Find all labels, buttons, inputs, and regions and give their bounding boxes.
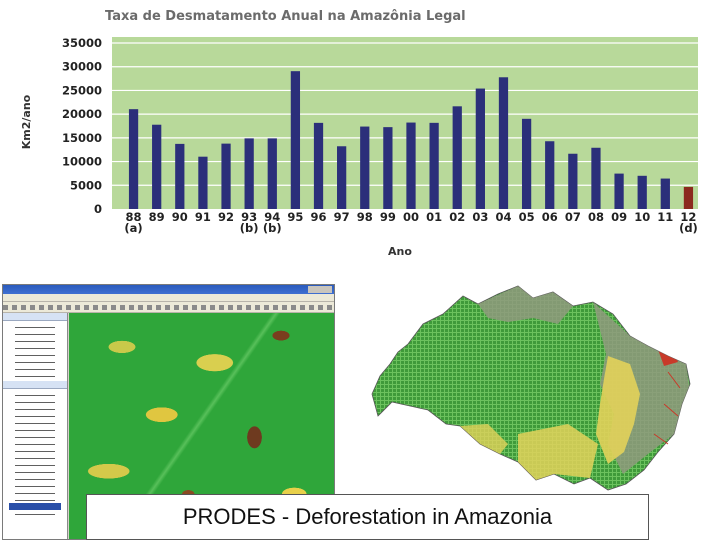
y-tick-label: 20000 <box>62 107 102 121</box>
x-tick-label: 96 <box>311 210 327 224</box>
y-tick-label: 35000 <box>62 36 102 50</box>
bar-99 <box>383 127 393 209</box>
bar-91 <box>198 156 208 209</box>
y-tick-label: 0 <box>94 202 102 216</box>
x-tick-label: 99 <box>380 210 396 224</box>
x-tick-label: 94 <box>264 210 280 224</box>
bar-03 <box>475 88 485 209</box>
x-tick-label: 98 <box>357 210 373 224</box>
x-tick-label: 07 <box>565 210 581 224</box>
bar-12 <box>683 186 694 209</box>
gis-selected-layer <box>9 503 61 510</box>
bar-95 <box>290 71 301 210</box>
bar-93 <box>244 138 254 209</box>
y-tick-label: 30000 <box>62 60 102 74</box>
deforestation-bar-chart: Taxa de Desmatamento Anual na Amazônia L… <box>20 9 698 258</box>
x-tick-label: 09 <box>611 210 627 224</box>
gridlines <box>112 42 698 186</box>
caption-box: PRODES - Deforestation in Amazonia <box>86 494 649 540</box>
deforested-rondonia <box>460 424 508 454</box>
x-tick-label: 12 <box>680 210 696 224</box>
bar-02 <box>452 106 462 209</box>
x-tick-label: 91 <box>195 210 211 224</box>
gis-menubar <box>3 294 334 302</box>
legal-amazon-map <box>371 285 691 491</box>
y-axis-title: Km2/ano <box>20 94 33 149</box>
bar-05 <box>521 118 532 209</box>
x-tick-label: 00 <box>403 210 419 224</box>
y-axis-ticks: 0 5000 10000 15000 20000 25000 30000 35000 <box>62 36 102 216</box>
bar-96 <box>313 122 324 209</box>
bar-89 <box>152 124 162 209</box>
bar-92 <box>221 143 231 209</box>
bar-00 <box>406 122 416 209</box>
y-tick-label: 5000 <box>70 178 102 192</box>
bar-11 <box>660 178 670 209</box>
x-tick-label: 01 <box>426 210 442 224</box>
bar-07 <box>568 153 578 209</box>
gis-panel-header <box>3 381 67 389</box>
bar-04 <box>498 77 509 209</box>
x-tick-label: 11 <box>657 210 673 224</box>
gis-panel-header <box>3 313 67 321</box>
x-tick-label: 02 <box>449 210 465 224</box>
x-tick-note: (a) <box>124 221 142 235</box>
state-boundary-lines <box>653 371 681 445</box>
x-tick-label: 04 <box>495 210 511 224</box>
bar-94 <box>267 138 277 209</box>
x-tick-label: 08 <box>588 210 604 224</box>
bar-09 <box>614 173 624 209</box>
gis-toolbar <box>3 302 334 313</box>
deforested-arc-south <box>518 424 598 480</box>
x-tick-label: 05 <box>519 210 535 224</box>
bar-98 <box>360 126 370 209</box>
x-tick-label: 92 <box>218 210 234 224</box>
map-regions <box>460 286 690 480</box>
bar-97 <box>337 146 347 209</box>
x-tick-label: 95 <box>287 210 303 224</box>
x-tick-label: 90 <box>172 210 188 224</box>
gis-layer-panel <box>3 313 68 539</box>
x-tick-label: 03 <box>472 210 488 224</box>
x-tick-note: (b) <box>240 221 259 235</box>
y-tick-label: 15000 <box>62 131 102 145</box>
x-tick-note: (d) <box>679 221 698 235</box>
chart-title: Taxa de Desmatamento Anual na Amazônia L… <box>105 9 466 24</box>
x-tick-label: 89 <box>149 210 165 224</box>
x-tick-label: 10 <box>634 210 650 224</box>
bar-90 <box>175 143 185 209</box>
non-forest-north <box>478 286 573 324</box>
bar-88 <box>128 109 139 209</box>
y-tick-label: 25000 <box>62 83 102 97</box>
gis-window-buttons <box>308 286 332 293</box>
x-axis-title: Ano <box>388 245 412 258</box>
x-tick-label: 88 <box>126 210 142 224</box>
x-tick-note: (b) <box>263 221 282 235</box>
bar-06 <box>545 141 555 209</box>
y-tick-label: 10000 <box>62 155 102 169</box>
gis-database-tree <box>3 321 67 381</box>
x-tick-label: 06 <box>542 210 558 224</box>
deforested-arc-east <box>596 356 640 464</box>
x-tick-label: 93 <box>241 210 257 224</box>
bars <box>128 71 694 210</box>
gis-titlebar <box>3 285 334 294</box>
bar-10 <box>637 175 647 209</box>
gis-layer-tree <box>3 389 67 519</box>
bar-08 <box>591 147 601 209</box>
x-axis-ticks: 88(a)89 90 91 92 93(b)94(b)95 96 97 98 99 00 01 02 0… <box>124 210 697 235</box>
x-tick-label: 97 <box>334 210 350 224</box>
bar-01 <box>429 122 439 209</box>
